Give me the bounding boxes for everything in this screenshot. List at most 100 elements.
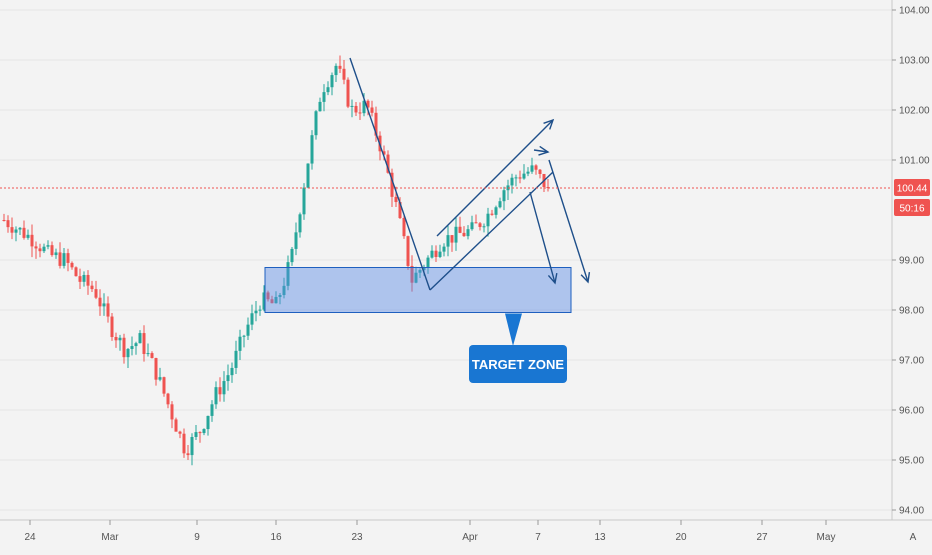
x-tick-label: 20 [675, 532, 687, 543]
candle-body [370, 107, 374, 113]
candle-body [450, 235, 454, 243]
candle-body [246, 324, 250, 336]
candle-body [490, 213, 494, 215]
candle-body [426, 257, 430, 268]
candle-body [334, 65, 338, 76]
candle-body [462, 232, 466, 237]
candle-body [358, 112, 362, 114]
candle-body [186, 453, 190, 456]
target-arrow-2 [548, 159, 589, 283]
candle-body [26, 234, 30, 238]
y-tick-label: 103.00 [899, 56, 930, 67]
last-price-box [894, 179, 930, 196]
candle-body [210, 404, 214, 416]
candle-body [438, 251, 442, 257]
settings-button[interactable]: A [902, 528, 924, 546]
candle-body [418, 270, 422, 273]
candle-body [106, 303, 110, 317]
channel-break-line [533, 149, 549, 153]
x-tick-label: 24 [24, 532, 36, 543]
x-tick-label: 23 [351, 532, 363, 543]
candle-body [390, 172, 394, 197]
candle-body [42, 246, 46, 252]
channel-break-line-arrowhead [538, 145, 550, 156]
candle-body [162, 377, 166, 394]
candle-body [298, 214, 302, 233]
candle-body [454, 226, 458, 243]
candle-body [310, 135, 314, 164]
candle-body [206, 415, 210, 430]
x-tick-label: Mar [101, 532, 119, 543]
candle-body [466, 229, 470, 237]
candle-body [234, 350, 238, 368]
candle-body [318, 101, 322, 112]
target-zone-callout-pointer [505, 313, 522, 346]
y-tick-label: 96.00 [899, 406, 924, 417]
candle-body [446, 235, 450, 247]
target-arrow-2-arrowhead [580, 272, 591, 284]
candle-body [150, 353, 154, 359]
target-arrow-1-arrowhead [547, 273, 558, 285]
candle-body [66, 253, 70, 263]
candle-body [342, 68, 346, 80]
candle-body [434, 250, 438, 257]
candle-body [118, 337, 122, 341]
candle-body [74, 267, 78, 277]
candle-body [514, 177, 518, 179]
candle-body [10, 227, 14, 233]
x-tick-label: 7 [535, 532, 541, 543]
candle-body [326, 87, 330, 93]
candle-body [102, 303, 106, 307]
candle-body [114, 337, 118, 341]
candle-body [230, 367, 234, 376]
candle-body [82, 274, 86, 282]
candle-body [14, 229, 18, 233]
candle-body [122, 337, 126, 358]
candle-body [402, 218, 406, 237]
y-tick-label: 99.00 [899, 256, 924, 267]
candle-body [510, 177, 514, 186]
candle-body [58, 252, 62, 266]
x-tick-label: 16 [270, 532, 282, 543]
candle-body [366, 100, 370, 108]
candle-body [242, 335, 246, 337]
x-tick-label: Apr [462, 532, 478, 543]
settings-label: A [909, 531, 917, 543]
y-axis: 104.00 103.00 102.00 101.00 99.00 98.00 97.00 9… [891, 0, 932, 550]
last-price-marker: 100.44 50:16 [0, 179, 930, 216]
candle-body [502, 190, 506, 202]
candle-body [290, 248, 294, 263]
candle-body [394, 196, 398, 203]
candle-body [282, 285, 286, 296]
candle-body [130, 346, 134, 349]
candle-body [382, 151, 386, 155]
candle-body [254, 310, 258, 314]
y-tick-label: 101.00 [899, 156, 930, 167]
candle-body [78, 276, 82, 282]
candle-body [398, 202, 402, 219]
candle-body [354, 105, 358, 113]
candle-body [126, 348, 130, 358]
candle-body [406, 236, 410, 266]
candle-body [2, 220, 6, 221]
candle-body [18, 227, 22, 230]
candle-body [306, 163, 310, 188]
target-zone-callout: TARGET ZONE [469, 345, 567, 383]
x-axis: 24 Mar 9 16 23 Apr 7 13 20 27 May [0, 519, 932, 543]
channel-upper-line [436, 119, 554, 237]
candle-body [338, 65, 342, 69]
candle-body [474, 222, 478, 224]
channel-upper-line-arrowhead [543, 118, 555, 130]
candle-body [158, 377, 162, 380]
target-zone [264, 267, 572, 346]
candle-body [482, 226, 486, 228]
candle-body [134, 343, 138, 347]
candle-body [86, 274, 90, 286]
x-tick-label: 27 [756, 532, 768, 543]
candle-body [90, 285, 94, 290]
candle-body [442, 246, 446, 252]
candle-body [314, 111, 318, 136]
channel-lower-line [429, 171, 554, 291]
candle-body [218, 387, 222, 395]
